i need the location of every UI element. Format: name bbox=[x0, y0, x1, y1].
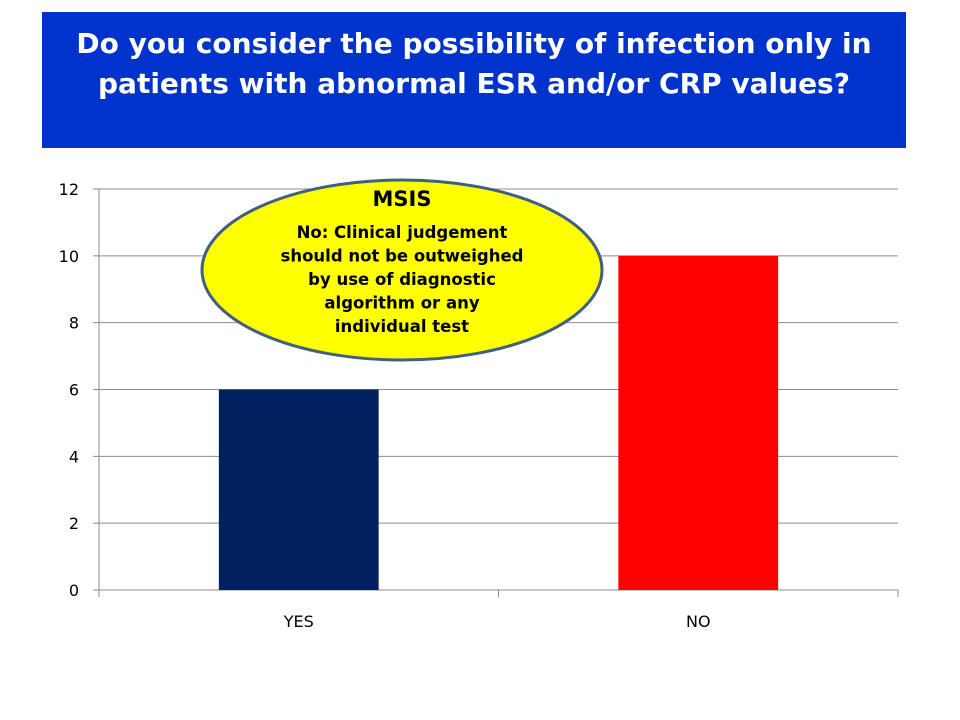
slide-title-banner: Do you consider the possibility of infec… bbox=[42, 12, 906, 148]
callout-title: MSIS bbox=[373, 187, 432, 211]
y-tick-label: 6 bbox=[69, 381, 79, 400]
x-tick-label: NO bbox=[686, 612, 711, 631]
callout-line: should not be outweighed bbox=[281, 247, 524, 266]
y-axis-tick-labels: 0 2 4 6 8 10 12 bbox=[59, 180, 79, 600]
y-tick-label: 0 bbox=[69, 581, 79, 600]
x-tick-label: YES bbox=[283, 612, 314, 631]
bars bbox=[218, 255, 779, 591]
slide-title: Do you consider the possibility of infec… bbox=[76, 27, 872, 100]
callout-line: individual test bbox=[335, 317, 469, 336]
callout-line: No: Clinical judgement bbox=[297, 223, 508, 242]
y-tick-label: 8 bbox=[69, 314, 79, 333]
bar-yes bbox=[218, 389, 379, 590]
callout-line: by use of diagnostic bbox=[308, 270, 496, 289]
y-tick-label: 12 bbox=[59, 180, 79, 199]
x-axis-tick-labels: YES NO bbox=[283, 612, 711, 631]
y-tick-label: 10 bbox=[59, 247, 79, 266]
callout-line: algorithm or any bbox=[324, 294, 479, 313]
bar-no bbox=[618, 255, 779, 591]
y-tick-label: 4 bbox=[69, 447, 79, 466]
callout-ellipse bbox=[200, 178, 604, 362]
callout-text: No: Clinical judgement should not be outw… bbox=[281, 223, 524, 336]
msis-callout: MSIS No: Clinical judgement should not be… bbox=[200, 178, 604, 362]
y-tick-label: 2 bbox=[69, 514, 79, 533]
